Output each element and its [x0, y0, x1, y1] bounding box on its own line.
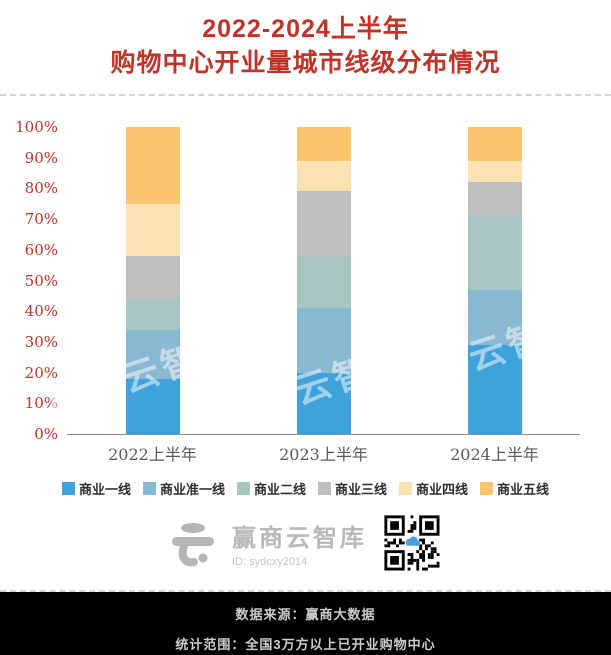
y-tick-label: 20%: [24, 363, 58, 382]
bar-segment-商业准一线: [296, 308, 351, 373]
legend-swatch: [236, 481, 250, 495]
brand-text-column: 赢商云智库 ID: sydcxy2014: [232, 518, 367, 568]
legend-label: 商业准一线: [159, 481, 225, 497]
brand-name: 赢商云智库: [232, 525, 367, 552]
x-axis-line: [67, 434, 580, 435]
bar-segment-商业二线: [467, 216, 522, 290]
bar-segment-商业四线: [296, 160, 351, 192]
y-tick-label: 40%: [24, 302, 58, 321]
bar-segment-商业五线: [125, 127, 180, 204]
chart-legend: 商业一线 商业准一线 商业二线 商业三线 商业四线 商业五线: [0, 479, 611, 498]
chart-title-line1: 2022-2024上半年: [202, 15, 409, 43]
brand-cloud-logo-icon: [172, 523, 214, 567]
legend-item-商业五线: 商业五线: [480, 479, 549, 498]
bottom-dashed-divider: [0, 590, 611, 592]
x-category-label: 2024上半年: [450, 445, 539, 464]
y-tick-label: 100%: [15, 118, 58, 136]
legend-item-商业二线: 商业二线: [236, 479, 306, 498]
bar-segment-商业五线: [296, 127, 351, 161]
footer-bar: 数据来源：赢商大数据 统计范围：全国3万方以上已开业购物中心: [0, 592, 611, 655]
y-tick-label: 60%: [24, 240, 58, 259]
stacked-bar-2024上半年: [467, 127, 522, 434]
legend-swatch: [142, 481, 156, 495]
chart-header: 2022-2024上半年 购物中心开业量城市线级分布情况: [0, 0, 611, 80]
top-dashed-divider: [0, 94, 611, 96]
brand-block: 赢商云智库 ID: sydcxy2014: [0, 496, 611, 590]
y-tick-label: 90%: [24, 148, 58, 167]
y-tick-label: 30%: [24, 332, 58, 351]
bar-segment-商业一线: [296, 372, 351, 434]
bar-segment-商业三线: [125, 255, 180, 299]
statistic-scope-note: 统计范围：全国3万方以上已开业购物中心: [175, 637, 436, 652]
legend-label: 商业五线: [497, 481, 550, 497]
legend-swatch: [318, 481, 331, 495]
legend-item-商业一线: 商业一线: [61, 479, 131, 498]
brand-wechat-id: ID: sydcxy2014: [232, 556, 308, 568]
bar-segment-商业准一线: [467, 289, 522, 345]
stacked-bar-2022上半年: [125, 127, 180, 434]
bar-segment-商业一线: [125, 378, 180, 434]
legend-swatch: [399, 481, 413, 495]
chart-title-line2: 购物中心开业量城市线级分布情况: [110, 49, 501, 77]
bar-segment-商业准一线: [125, 329, 180, 379]
legend-swatch: [61, 481, 75, 495]
stacked-bar-2023上半年: [296, 127, 351, 434]
y-tick-label: 10%: [24, 394, 58, 413]
legend-item-商业三线: 商业三线: [318, 479, 387, 498]
legend-label: 商业三线: [335, 481, 388, 497]
bar-segment-商业五线: [467, 127, 522, 161]
legend-item-商业四线: 商业四线: [399, 479, 468, 498]
data-source-note: 数据来源：赢商大数据: [235, 607, 376, 622]
legend-swatch: [480, 481, 494, 495]
legend-label: 商业一线: [78, 481, 131, 497]
x-category-label: 2023上半年: [279, 445, 368, 464]
bar-segment-商业三线: [467, 182, 522, 217]
bar-segment-商业四线: [125, 203, 180, 256]
bar-segment-商业四线: [467, 160, 522, 183]
legend-label: 商业二线: [253, 481, 306, 497]
x-category-label: 2022上半年: [108, 445, 197, 464]
bar-segment-商业二线: [125, 298, 180, 330]
y-tick-label: 80%: [24, 179, 58, 198]
legend-item-商业准一线: 商业准一线: [142, 479, 225, 498]
y-tick-label: 50%: [24, 271, 58, 290]
qr-code: [383, 514, 441, 572]
stacked-bar-chart: 0% 10% 20% 30% 40% 50% 60% 70% 80% 90% 100% 2022上半…: [0, 96, 611, 466]
y-tick-label: 0%: [34, 425, 58, 443]
legend-label: 商业四线: [416, 481, 469, 497]
y-tick-label: 70%: [24, 210, 58, 229]
bar-segment-商业三线: [296, 191, 351, 256]
bar-segment-商业一线: [467, 344, 522, 434]
bar-segment-商业二线: [296, 255, 351, 309]
